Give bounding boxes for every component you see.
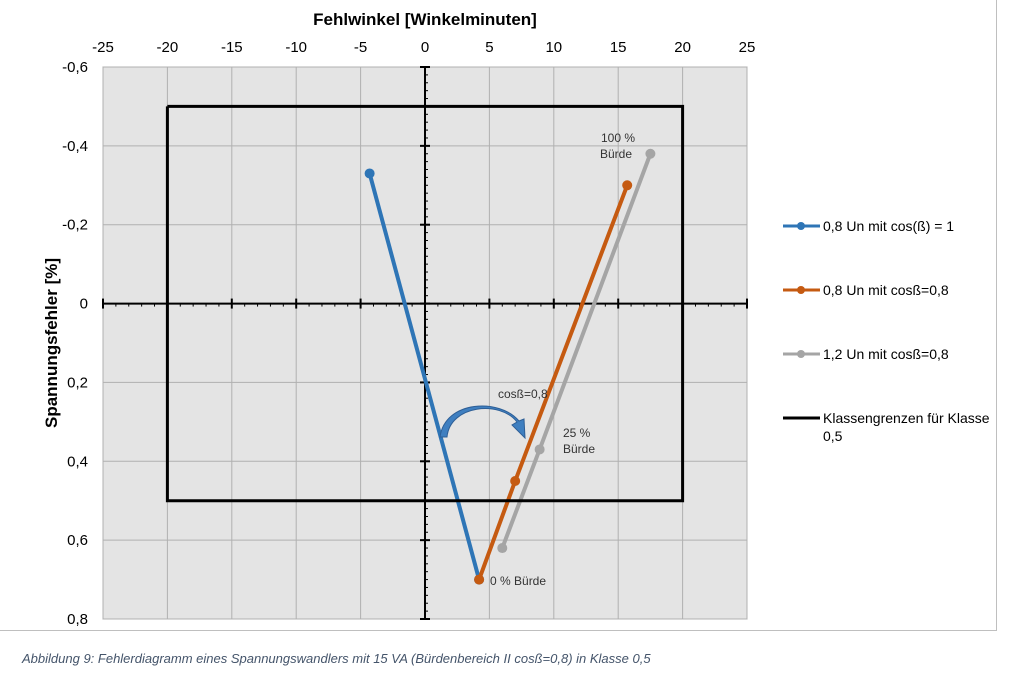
legend-label: Klassengrenzen für Klasse — [823, 410, 990, 426]
y-tick-label: -0,6 — [62, 59, 88, 76]
y-tick-label: 0,8 — [67, 611, 88, 628]
x-tick-label: -20 — [157, 39, 179, 56]
legend-label: 0,8 Un mit cosß=0,8 — [823, 282, 949, 298]
figure-caption: Abbildung 9: Fehlerdiagramm eines Spannu… — [22, 651, 651, 666]
data-point — [364, 168, 375, 179]
data-point — [534, 444, 545, 455]
legend-marker — [797, 350, 805, 358]
chart-frame — [0, 0, 997, 631]
y-tick-label: 0,6 — [67, 532, 88, 549]
y-tick-label: -0,4 — [62, 138, 88, 155]
curved-arrow-icon — [439, 405, 526, 440]
x-tick-label: -5 — [354, 39, 367, 56]
x-tick-label: -10 — [285, 39, 307, 56]
annotation-label: 0 % Bürde — [490, 574, 546, 588]
data-point — [510, 476, 521, 486]
legend-marker — [797, 222, 805, 230]
data-point — [645, 148, 656, 159]
annotation-label: Bürde — [563, 442, 595, 456]
annotation-label: 25 % — [563, 426, 591, 440]
y-tick-label: 0 — [80, 296, 88, 313]
annotation-label: Bürde — [600, 147, 632, 161]
x-tick-label: 0 — [421, 39, 429, 56]
x-tick-label: 20 — [674, 39, 691, 56]
data-point — [497, 543, 508, 554]
annotation-label: 100 % — [601, 131, 635, 145]
series-line — [367, 172, 482, 581]
x-tick-label: 10 — [545, 39, 562, 56]
x-tick-label: -15 — [221, 39, 243, 56]
x-tick-label: -25 — [92, 39, 114, 56]
legend-label: 1,2 Un mit cosß=0,8 — [823, 346, 949, 362]
x-tick-label: 25 — [739, 39, 756, 56]
legend-label: 0,5 — [823, 428, 843, 444]
x-axis-label: Fehlwinkel [Winkelminuten] — [313, 10, 537, 29]
annotation-label: cosß=0,8 — [498, 387, 548, 401]
x-tick-label: 15 — [610, 39, 627, 56]
y-tick-label: 0,2 — [67, 374, 88, 391]
y-axis-label: Spannungsfehler [%] — [42, 258, 61, 428]
x-tick-label: 5 — [485, 39, 493, 56]
series-line — [165, 104, 685, 503]
legend-marker — [797, 286, 805, 294]
y-tick-label: 0,4 — [67, 453, 88, 470]
data-point — [474, 574, 485, 585]
data-point — [622, 180, 633, 191]
legend-label: 0,8 Un mit cos(ß) = 1 — [823, 218, 954, 234]
y-tick-label: -0,2 — [62, 217, 88, 234]
